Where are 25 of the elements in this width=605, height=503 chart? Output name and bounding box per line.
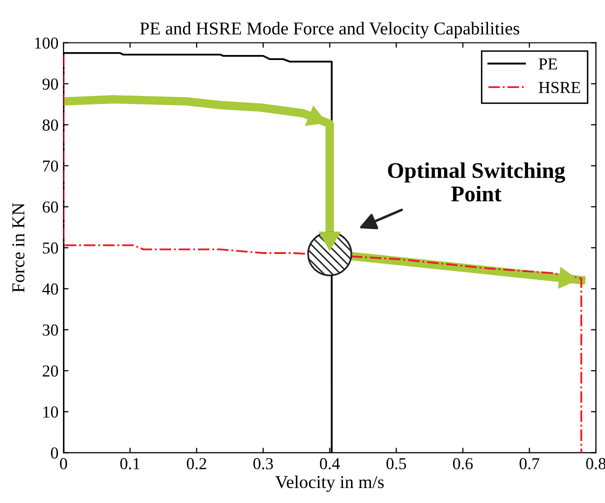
x-tick-label: 0.4: [320, 458, 340, 470]
y-tick-label: 100: [35, 37, 58, 49]
y-tick-label: 40: [42, 283, 58, 295]
y-tick-label: 90: [42, 78, 58, 90]
x-tick-label: 0.6: [453, 458, 473, 470]
y-axis-title: Force in KN: [12, 203, 24, 292]
annotation: Optimal Switching Point: [388, 162, 566, 202]
y-tick-label: 80: [42, 119, 58, 131]
x-tick-label: 0.3: [253, 458, 273, 470]
y-tick-label: 20: [42, 365, 58, 377]
y-tick-label: 60: [42, 201, 58, 213]
y-tick-label: 30: [42, 324, 58, 336]
y-tick-label: 0: [50, 447, 58, 459]
legend-label: HSRE: [538, 82, 580, 94]
legend-label: PE: [538, 58, 557, 70]
x-tick-label: 0.1: [120, 458, 140, 470]
y-tick-label: 10: [43, 406, 58, 418]
chart-title: PE and HSRE Mode Force and Velocity Capabilities: [140, 22, 520, 38]
y-tick-label: 50: [42, 242, 58, 254]
x-tick-label: 0.5: [386, 458, 406, 470]
x-axis-title: Velocity in m/s: [275, 475, 384, 492]
x-tick-label: 0.2: [186, 458, 206, 470]
x-tick-label: 0.7: [520, 458, 540, 470]
x-tick-label: 0: [60, 458, 68, 470]
y-tick-label: 70: [43, 160, 58, 172]
